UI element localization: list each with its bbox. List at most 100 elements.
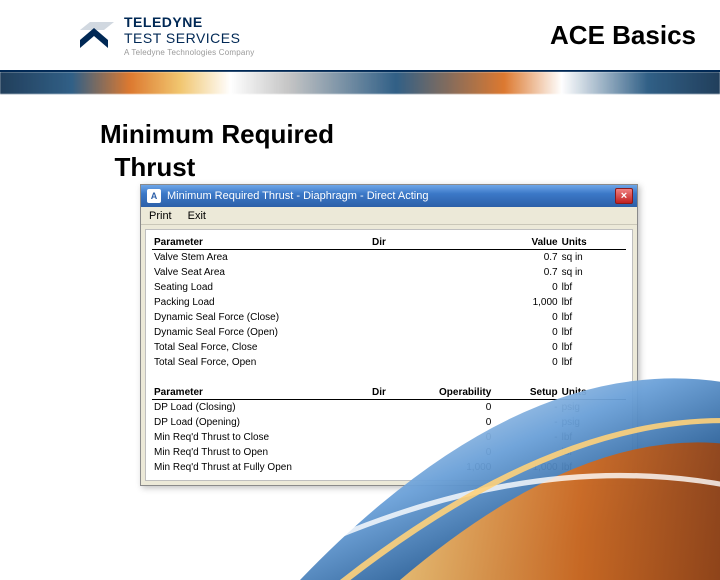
brand-name-bold: TELEDYNE — [124, 14, 203, 30]
parameters-table-2: Parameter Dir Operability Setup Units DP… — [152, 384, 626, 474]
t1-h-param: Parameter — [152, 234, 370, 249]
t1-h-value: Value — [398, 234, 559, 249]
cell-units: psig — [560, 414, 626, 429]
cell-units: lbf — [560, 444, 626, 459]
cell-dir — [370, 309, 398, 324]
cell-value: 1,000 — [398, 294, 559, 309]
cell-units: lbf — [560, 459, 626, 474]
table-row: Valve Seat Area 0.7sq in — [152, 264, 626, 279]
window-menubar: Print Exit — [141, 207, 637, 225]
cell-units: lbf — [560, 309, 626, 324]
page-title: ACE Basics — [550, 20, 696, 51]
cell-param: Seating Load — [152, 279, 370, 294]
window-app-icon: A — [147, 189, 161, 203]
window-title: Minimum Required Thrust - Diaphragm - Di… — [167, 190, 615, 202]
table-row: Seating Load 0lbf — [152, 279, 626, 294]
window-body: Parameter Dir Value Units Valve Stem Are… — [145, 229, 633, 481]
t2-h-dir: Dir — [370, 384, 398, 399]
t1-h-dir: Dir — [370, 234, 398, 249]
cell-param: Total Seal Force, Close — [152, 339, 370, 354]
cell-param: DP Load (Closing) — [152, 399, 370, 414]
cell-param: Dynamic Seal Force (Close) — [152, 309, 370, 324]
table-row: Dynamic Seal Force (Close) 0lbf — [152, 309, 626, 324]
brand-text: TELEDYNE TEST SERVICES A Teledyne Techno… — [124, 14, 254, 57]
cell-units: psig — [560, 399, 626, 414]
decorative-band — [0, 72, 720, 94]
app-window: A Minimum Required Thrust - Diaphragm - … — [140, 184, 638, 486]
brand-logo: TELEDYNE TEST SERVICES A Teledyne Techno… — [80, 14, 254, 57]
menu-print[interactable]: Print — [145, 209, 176, 223]
table-row: Dynamic Seal Force (Open)0lbf — [152, 324, 626, 339]
cell-dir — [370, 249, 398, 264]
cell-param: Total Seal Force, Open — [152, 354, 370, 369]
cell-param: Min Req'd Thrust to Open — [152, 444, 370, 459]
cell-operability: 0 — [398, 429, 493, 444]
cell-units: lbf — [560, 339, 626, 354]
t1-h-units: Units — [560, 234, 626, 249]
close-button[interactable]: × — [615, 188, 633, 204]
cell-param: Dynamic Seal Force (Open) — [152, 324, 370, 339]
cell-value: 0 — [398, 339, 559, 354]
slide-header: TELEDYNE TEST SERVICES A Teledyne Techno… — [0, 0, 720, 72]
table-row: DP Load (Opening) 0-psig — [152, 414, 626, 429]
cell-value: 0 — [398, 279, 559, 294]
section-title-text: Minimum Required Thrust — [100, 119, 334, 182]
cell-dir — [370, 399, 398, 414]
table-row: Total Seal Force, Close 0lbf — [152, 339, 626, 354]
table-spacer — [152, 369, 626, 384]
table-row: DP Load (Closing) 0-psig — [152, 399, 626, 414]
cell-dir — [370, 414, 398, 429]
t2-h-setup: Setup — [493, 384, 559, 399]
cell-operability: 1,000 — [398, 459, 493, 474]
cell-operability: 0 — [398, 414, 493, 429]
t2-h-param: Parameter — [152, 384, 370, 399]
cell-param: Valve Stem Area — [152, 249, 370, 264]
t2-h-units: Units — [560, 384, 626, 399]
table-row: Total Seal Force, Open 0lbf — [152, 354, 626, 369]
window-titlebar[interactable]: A Minimum Required Thrust - Diaphragm - … — [141, 185, 637, 207]
cell-setup: 1,000 — [493, 459, 559, 474]
table-row: Min Req'd Thrust to Close 0-lbf — [152, 429, 626, 444]
t2-h-oper: Operability — [398, 384, 493, 399]
cell-dir — [370, 294, 398, 309]
cell-units: lbf — [560, 324, 626, 339]
cell-param: Valve Seat Area — [152, 264, 370, 279]
cell-param: Min Req'd Thrust at Fully Open — [152, 459, 370, 474]
cell-dir — [370, 279, 398, 294]
teledyne-mark-icon — [80, 22, 114, 48]
table-row: Min Req'd Thrust at Fully Open 1,0001,000… — [152, 459, 626, 474]
cell-dir — [370, 264, 398, 279]
cell-dir — [370, 354, 398, 369]
menu-exit[interactable]: Exit — [184, 209, 210, 223]
cell-setup: - — [493, 399, 559, 414]
section-title: Minimum Required Thrust — [100, 118, 720, 183]
cell-param: DP Load (Opening) — [152, 414, 370, 429]
cell-units: lbf — [560, 294, 626, 309]
brand-name-light: TEST SERVICES — [124, 30, 240, 46]
cell-setup: - — [493, 444, 559, 459]
cell-operability: 0 — [398, 444, 493, 459]
cell-value: 0.7 — [398, 249, 559, 264]
cell-dir — [370, 444, 398, 459]
parameters-table-1: Parameter Dir Value Units Valve Stem Are… — [152, 234, 626, 369]
cell-value: 0 — [398, 354, 559, 369]
cell-units: lbf — [560, 279, 626, 294]
cell-units: sq in — [560, 249, 626, 264]
cell-units: sq in — [560, 264, 626, 279]
table-row: Packing Load 1,000lbf — [152, 294, 626, 309]
cell-operability: 0 — [398, 399, 493, 414]
cell-value: 0 — [398, 309, 559, 324]
cell-units: lbf — [560, 354, 626, 369]
cell-dir — [370, 324, 398, 339]
cell-dir — [370, 459, 398, 474]
cell-setup: - — [493, 414, 559, 429]
table-row: Min Req'd Thrust to Open 0-lbf — [152, 444, 626, 459]
cell-value: 0.7 — [398, 264, 559, 279]
cell-units: lbf — [560, 429, 626, 444]
brand-tagline: A Teledyne Technologies Company — [124, 48, 254, 57]
table-row: Valve Stem Area 0.7sq in — [152, 249, 626, 264]
cell-param: Packing Load — [152, 294, 370, 309]
cell-setup: - — [493, 429, 559, 444]
cell-param: Min Req'd Thrust to Close — [152, 429, 370, 444]
cell-dir — [370, 429, 398, 444]
